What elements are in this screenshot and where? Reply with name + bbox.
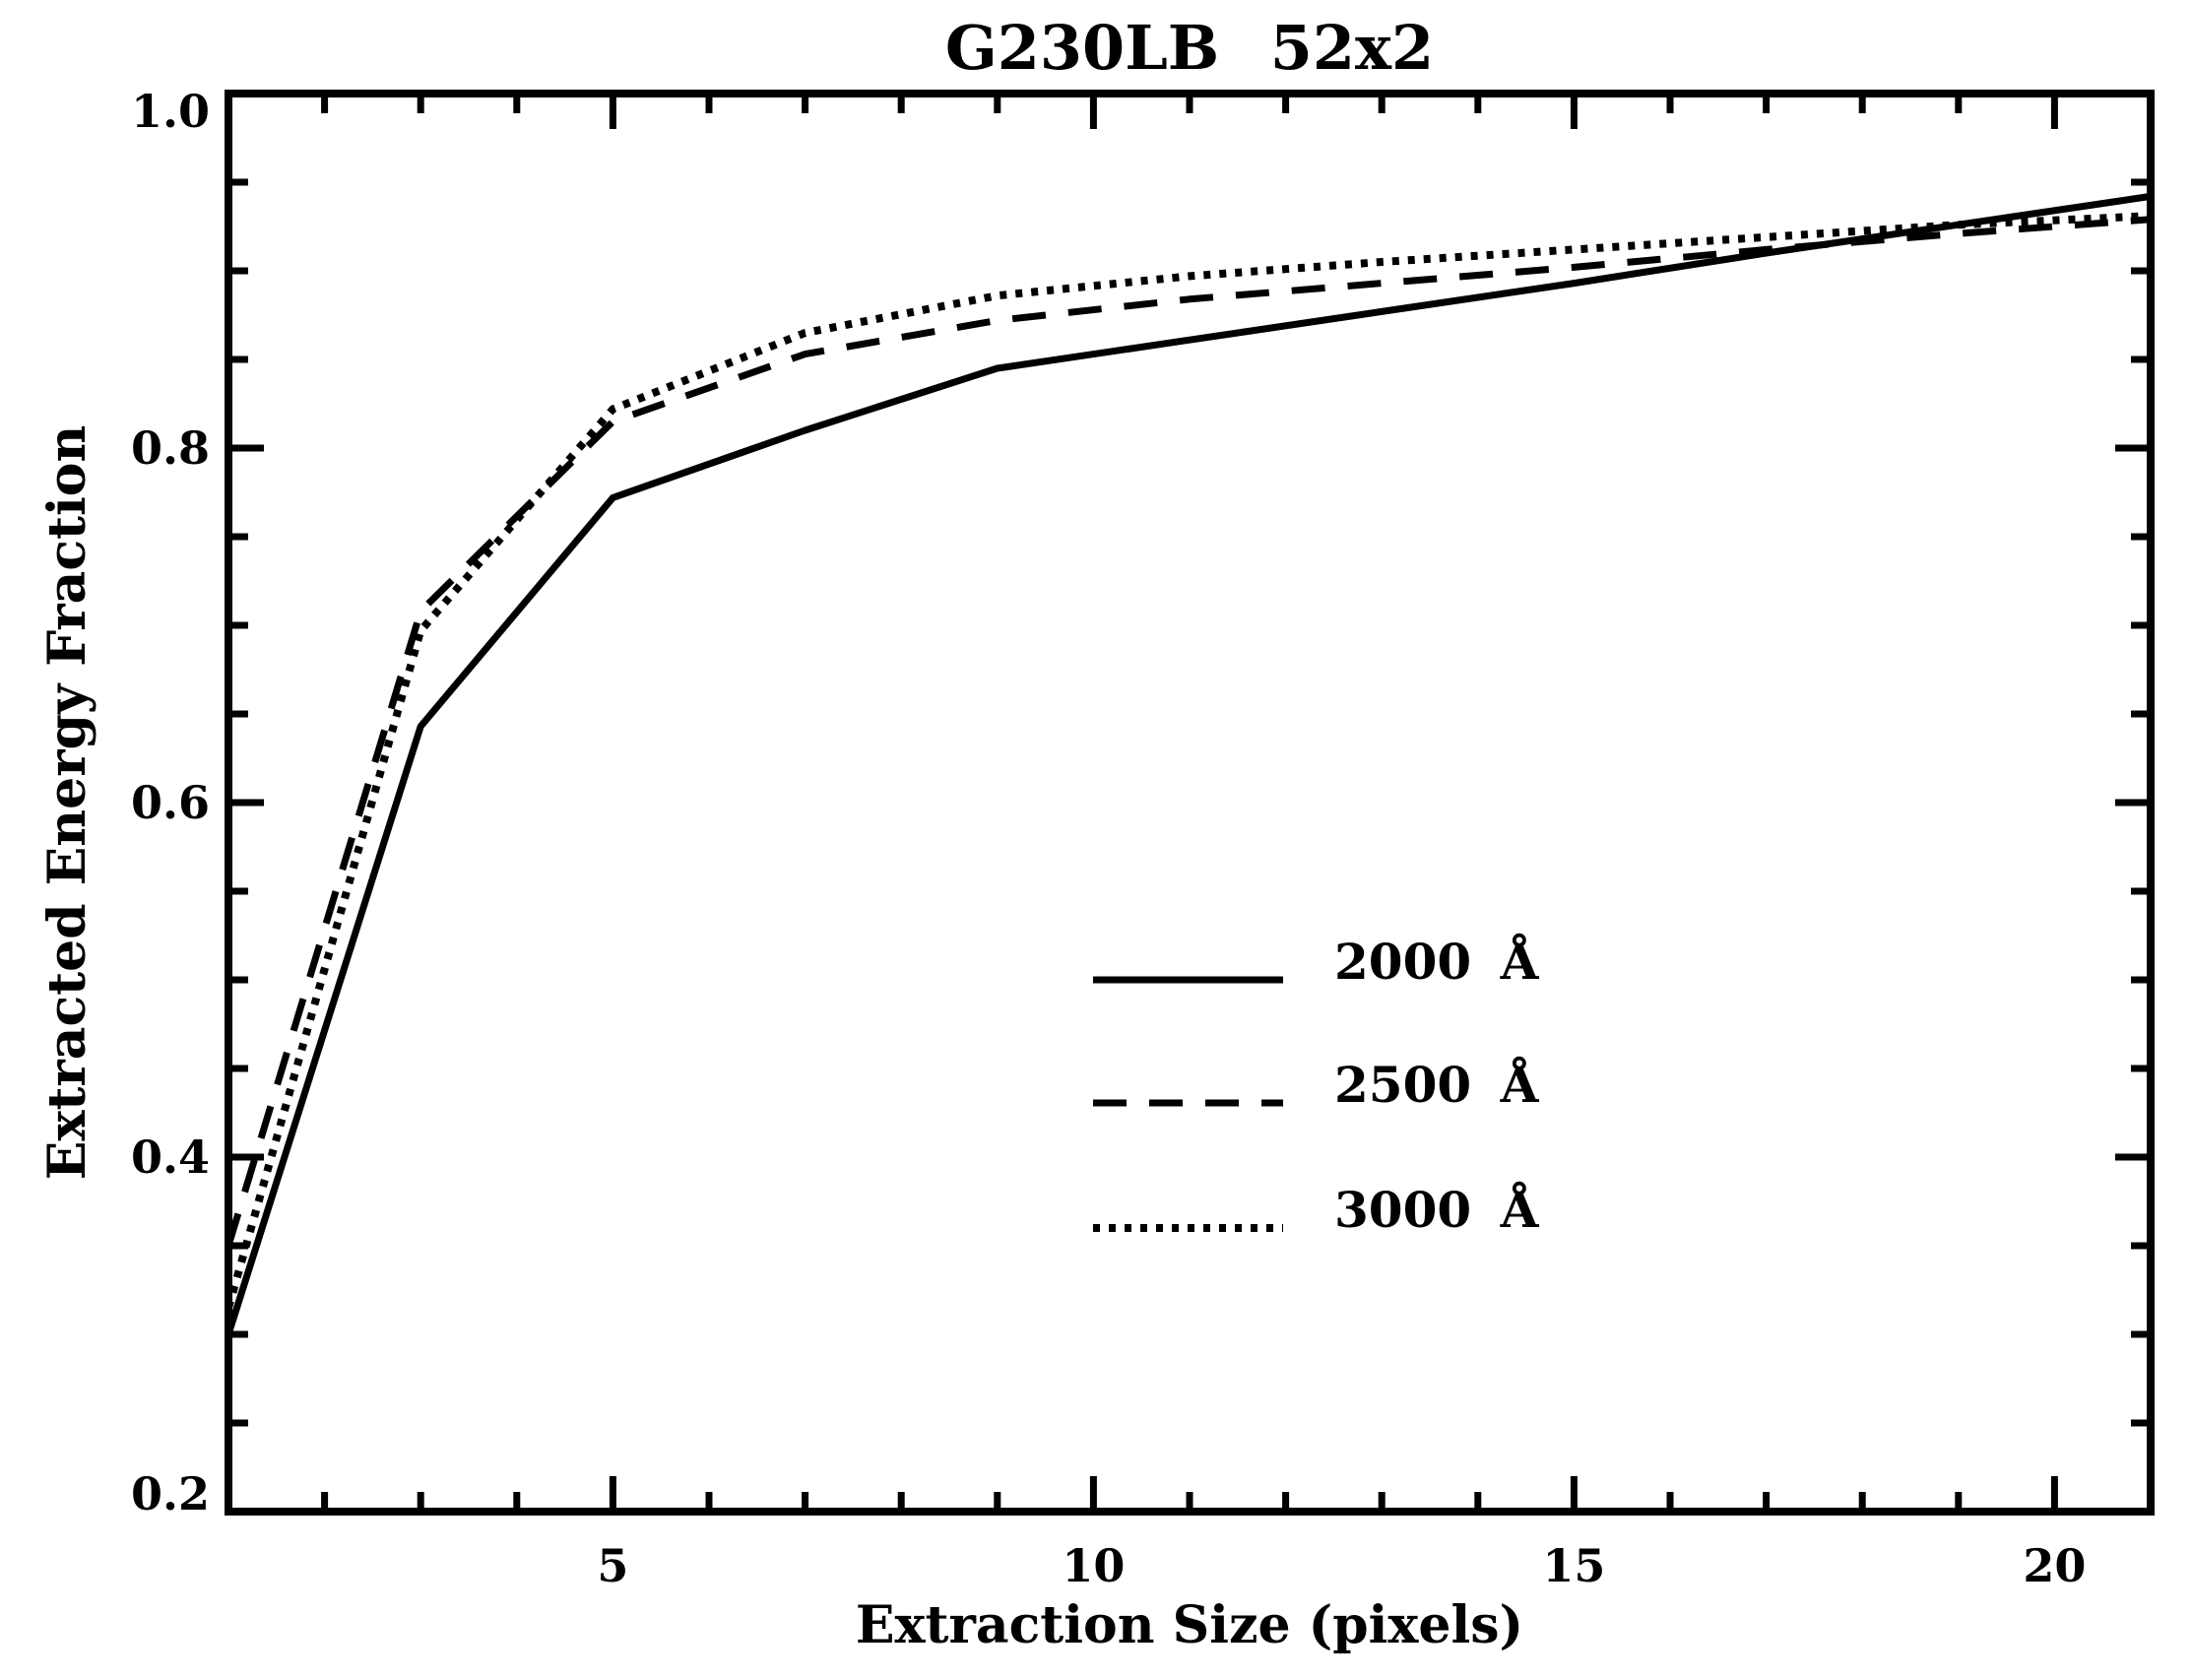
y-axis-title: Extracted Energy Fraction: [37, 425, 97, 1181]
curve-2000-Å: [225, 192, 2152, 1336]
legend: 2000 Å 2500 Å 3000 Å: [1093, 933, 1540, 1239]
legend-label-2000: 2000 Å: [1334, 933, 1540, 991]
y-tick-label: 0.4: [131, 1131, 210, 1184]
x-axis-title: Extraction Size (pixels): [856, 1595, 1523, 1655]
x-tick-label: 20: [2023, 1539, 2086, 1592]
legend-label-3000: 3000 Å: [1334, 1181, 1540, 1239]
curve-2500-Å: [225, 216, 2152, 1248]
y-tick-label: 0.6: [131, 776, 210, 829]
legend-label-2500: 2500 Å: [1334, 1056, 1540, 1114]
y-tick-label: 0.8: [131, 421, 210, 475]
legend-item-2500: 2500 Å: [1093, 1056, 1540, 1114]
y-tick-label: 0.2: [131, 1467, 210, 1520]
curve-3000-Å: [225, 212, 2152, 1310]
axis-ticks-layer: 5 10 15 20 0.2 0.4 0.6 0.8 1.0: [131, 85, 2149, 1592]
plot-frame: [225, 90, 2155, 1516]
legend-item-2000: 2000 Å: [1093, 933, 1540, 991]
x-tick-label: 5: [597, 1539, 628, 1592]
x-tick-label: 10: [1062, 1539, 1125, 1592]
chart-title: G230LB 52x2: [945, 12, 1434, 84]
y-tick-label: 1.0: [131, 85, 210, 138]
x-tick-label: 15: [1542, 1539, 1605, 1592]
curves-layer: [225, 192, 2152, 1336]
legend-item-3000: 3000 Å: [1093, 1181, 1540, 1239]
